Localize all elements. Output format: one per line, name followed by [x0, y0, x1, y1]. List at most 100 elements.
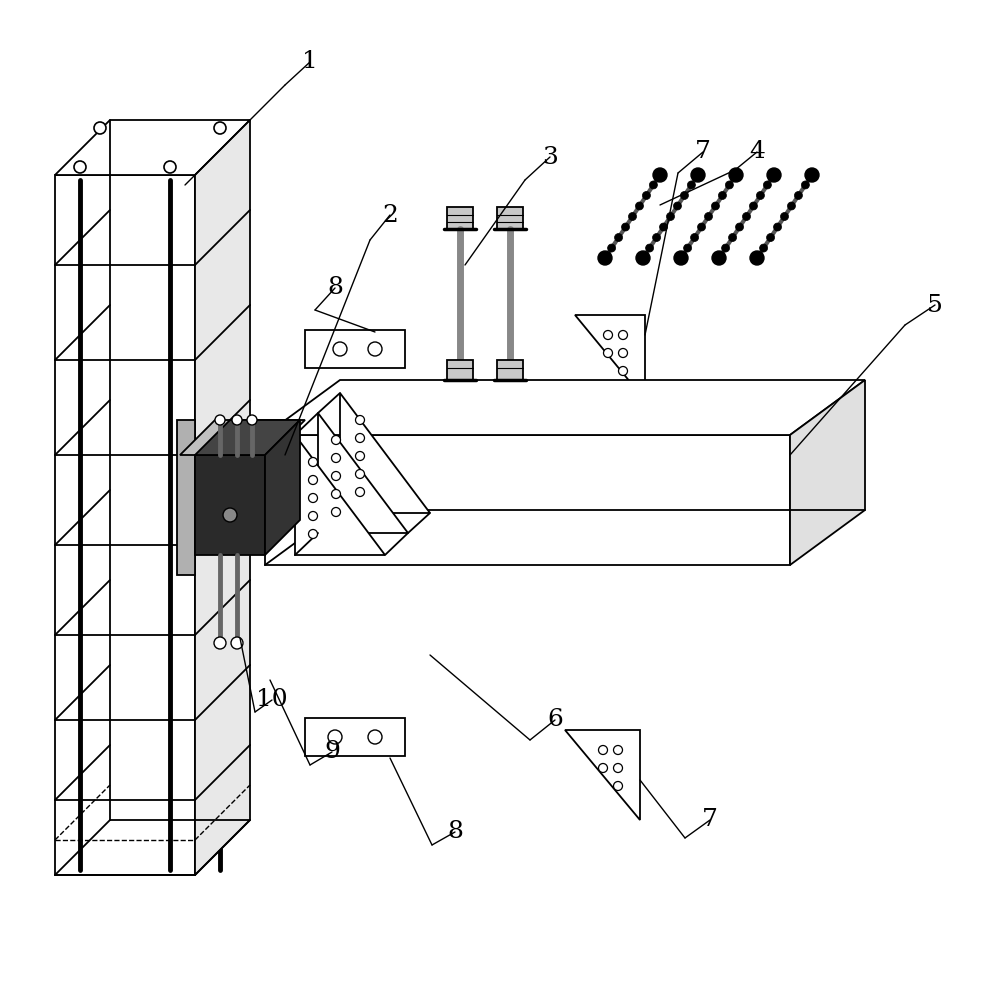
Circle shape — [635, 202, 643, 210]
Circle shape — [615, 233, 623, 241]
Text: 5: 5 — [927, 293, 943, 317]
Text: 9: 9 — [324, 741, 340, 763]
Circle shape — [214, 637, 226, 649]
Circle shape — [736, 223, 744, 231]
Circle shape — [680, 191, 688, 199]
Circle shape — [711, 202, 719, 210]
Polygon shape — [55, 120, 250, 175]
Circle shape — [704, 213, 712, 221]
Polygon shape — [497, 360, 523, 380]
Circle shape — [787, 202, 795, 210]
Circle shape — [646, 244, 654, 252]
Circle shape — [94, 122, 106, 134]
Polygon shape — [180, 420, 305, 455]
Circle shape — [622, 223, 630, 231]
Polygon shape — [295, 435, 385, 555]
Circle shape — [629, 213, 637, 221]
Circle shape — [356, 470, 364, 479]
Circle shape — [691, 168, 705, 182]
Circle shape — [774, 223, 782, 231]
Circle shape — [729, 168, 743, 182]
Circle shape — [598, 763, 608, 772]
Polygon shape — [497, 207, 523, 229]
Circle shape — [308, 493, 318, 502]
Circle shape — [756, 191, 764, 199]
Circle shape — [801, 181, 809, 189]
Circle shape — [614, 746, 622, 754]
Circle shape — [164, 161, 176, 173]
Circle shape — [356, 451, 364, 460]
Circle shape — [614, 763, 622, 772]
Circle shape — [649, 181, 657, 189]
Polygon shape — [265, 380, 865, 435]
Circle shape — [687, 181, 695, 189]
Circle shape — [618, 331, 628, 339]
Circle shape — [794, 191, 802, 199]
Circle shape — [618, 348, 628, 357]
Text: 1: 1 — [302, 50, 318, 74]
Circle shape — [332, 490, 340, 498]
Circle shape — [674, 251, 688, 265]
Circle shape — [712, 251, 726, 265]
Circle shape — [642, 191, 650, 199]
Polygon shape — [318, 413, 408, 533]
Text: 10: 10 — [256, 689, 288, 711]
Circle shape — [684, 244, 692, 252]
Circle shape — [604, 331, 612, 339]
Circle shape — [718, 191, 726, 199]
Circle shape — [742, 213, 750, 221]
Polygon shape — [565, 730, 640, 820]
Polygon shape — [195, 420, 300, 455]
Circle shape — [805, 168, 819, 182]
Circle shape — [333, 342, 347, 356]
Text: 6: 6 — [547, 708, 563, 732]
Circle shape — [332, 436, 340, 444]
Circle shape — [660, 223, 668, 231]
Circle shape — [598, 251, 612, 265]
Text: 8: 8 — [327, 277, 343, 299]
Circle shape — [636, 251, 650, 265]
Circle shape — [691, 233, 699, 241]
Circle shape — [74, 161, 86, 173]
Circle shape — [604, 348, 612, 357]
Circle shape — [653, 168, 667, 182]
Circle shape — [653, 233, 661, 241]
Polygon shape — [177, 420, 195, 575]
Circle shape — [308, 530, 318, 539]
Circle shape — [673, 202, 681, 210]
Circle shape — [614, 782, 622, 791]
Text: 3: 3 — [542, 145, 558, 169]
Circle shape — [247, 415, 257, 425]
Polygon shape — [790, 380, 865, 565]
Circle shape — [332, 472, 340, 481]
Circle shape — [232, 415, 242, 425]
Polygon shape — [305, 330, 405, 368]
Polygon shape — [265, 435, 790, 565]
Text: 7: 7 — [695, 140, 711, 164]
Polygon shape — [55, 175, 195, 875]
Circle shape — [214, 122, 226, 134]
Circle shape — [608, 244, 616, 252]
Circle shape — [763, 181, 771, 189]
Circle shape — [618, 367, 628, 376]
Text: 7: 7 — [702, 808, 718, 832]
Circle shape — [698, 223, 706, 231]
Polygon shape — [575, 315, 645, 400]
Circle shape — [308, 476, 318, 485]
Polygon shape — [447, 360, 473, 380]
Circle shape — [760, 244, 768, 252]
Polygon shape — [195, 455, 265, 555]
Text: 8: 8 — [447, 820, 463, 844]
Polygon shape — [265, 420, 300, 555]
Polygon shape — [447, 207, 473, 229]
Circle shape — [722, 244, 730, 252]
Circle shape — [356, 434, 364, 442]
Circle shape — [328, 730, 342, 744]
Circle shape — [750, 251, 764, 265]
Circle shape — [308, 457, 318, 467]
Circle shape — [767, 168, 781, 182]
Circle shape — [729, 233, 737, 241]
Circle shape — [308, 511, 318, 521]
Circle shape — [356, 488, 364, 496]
Circle shape — [368, 730, 382, 744]
